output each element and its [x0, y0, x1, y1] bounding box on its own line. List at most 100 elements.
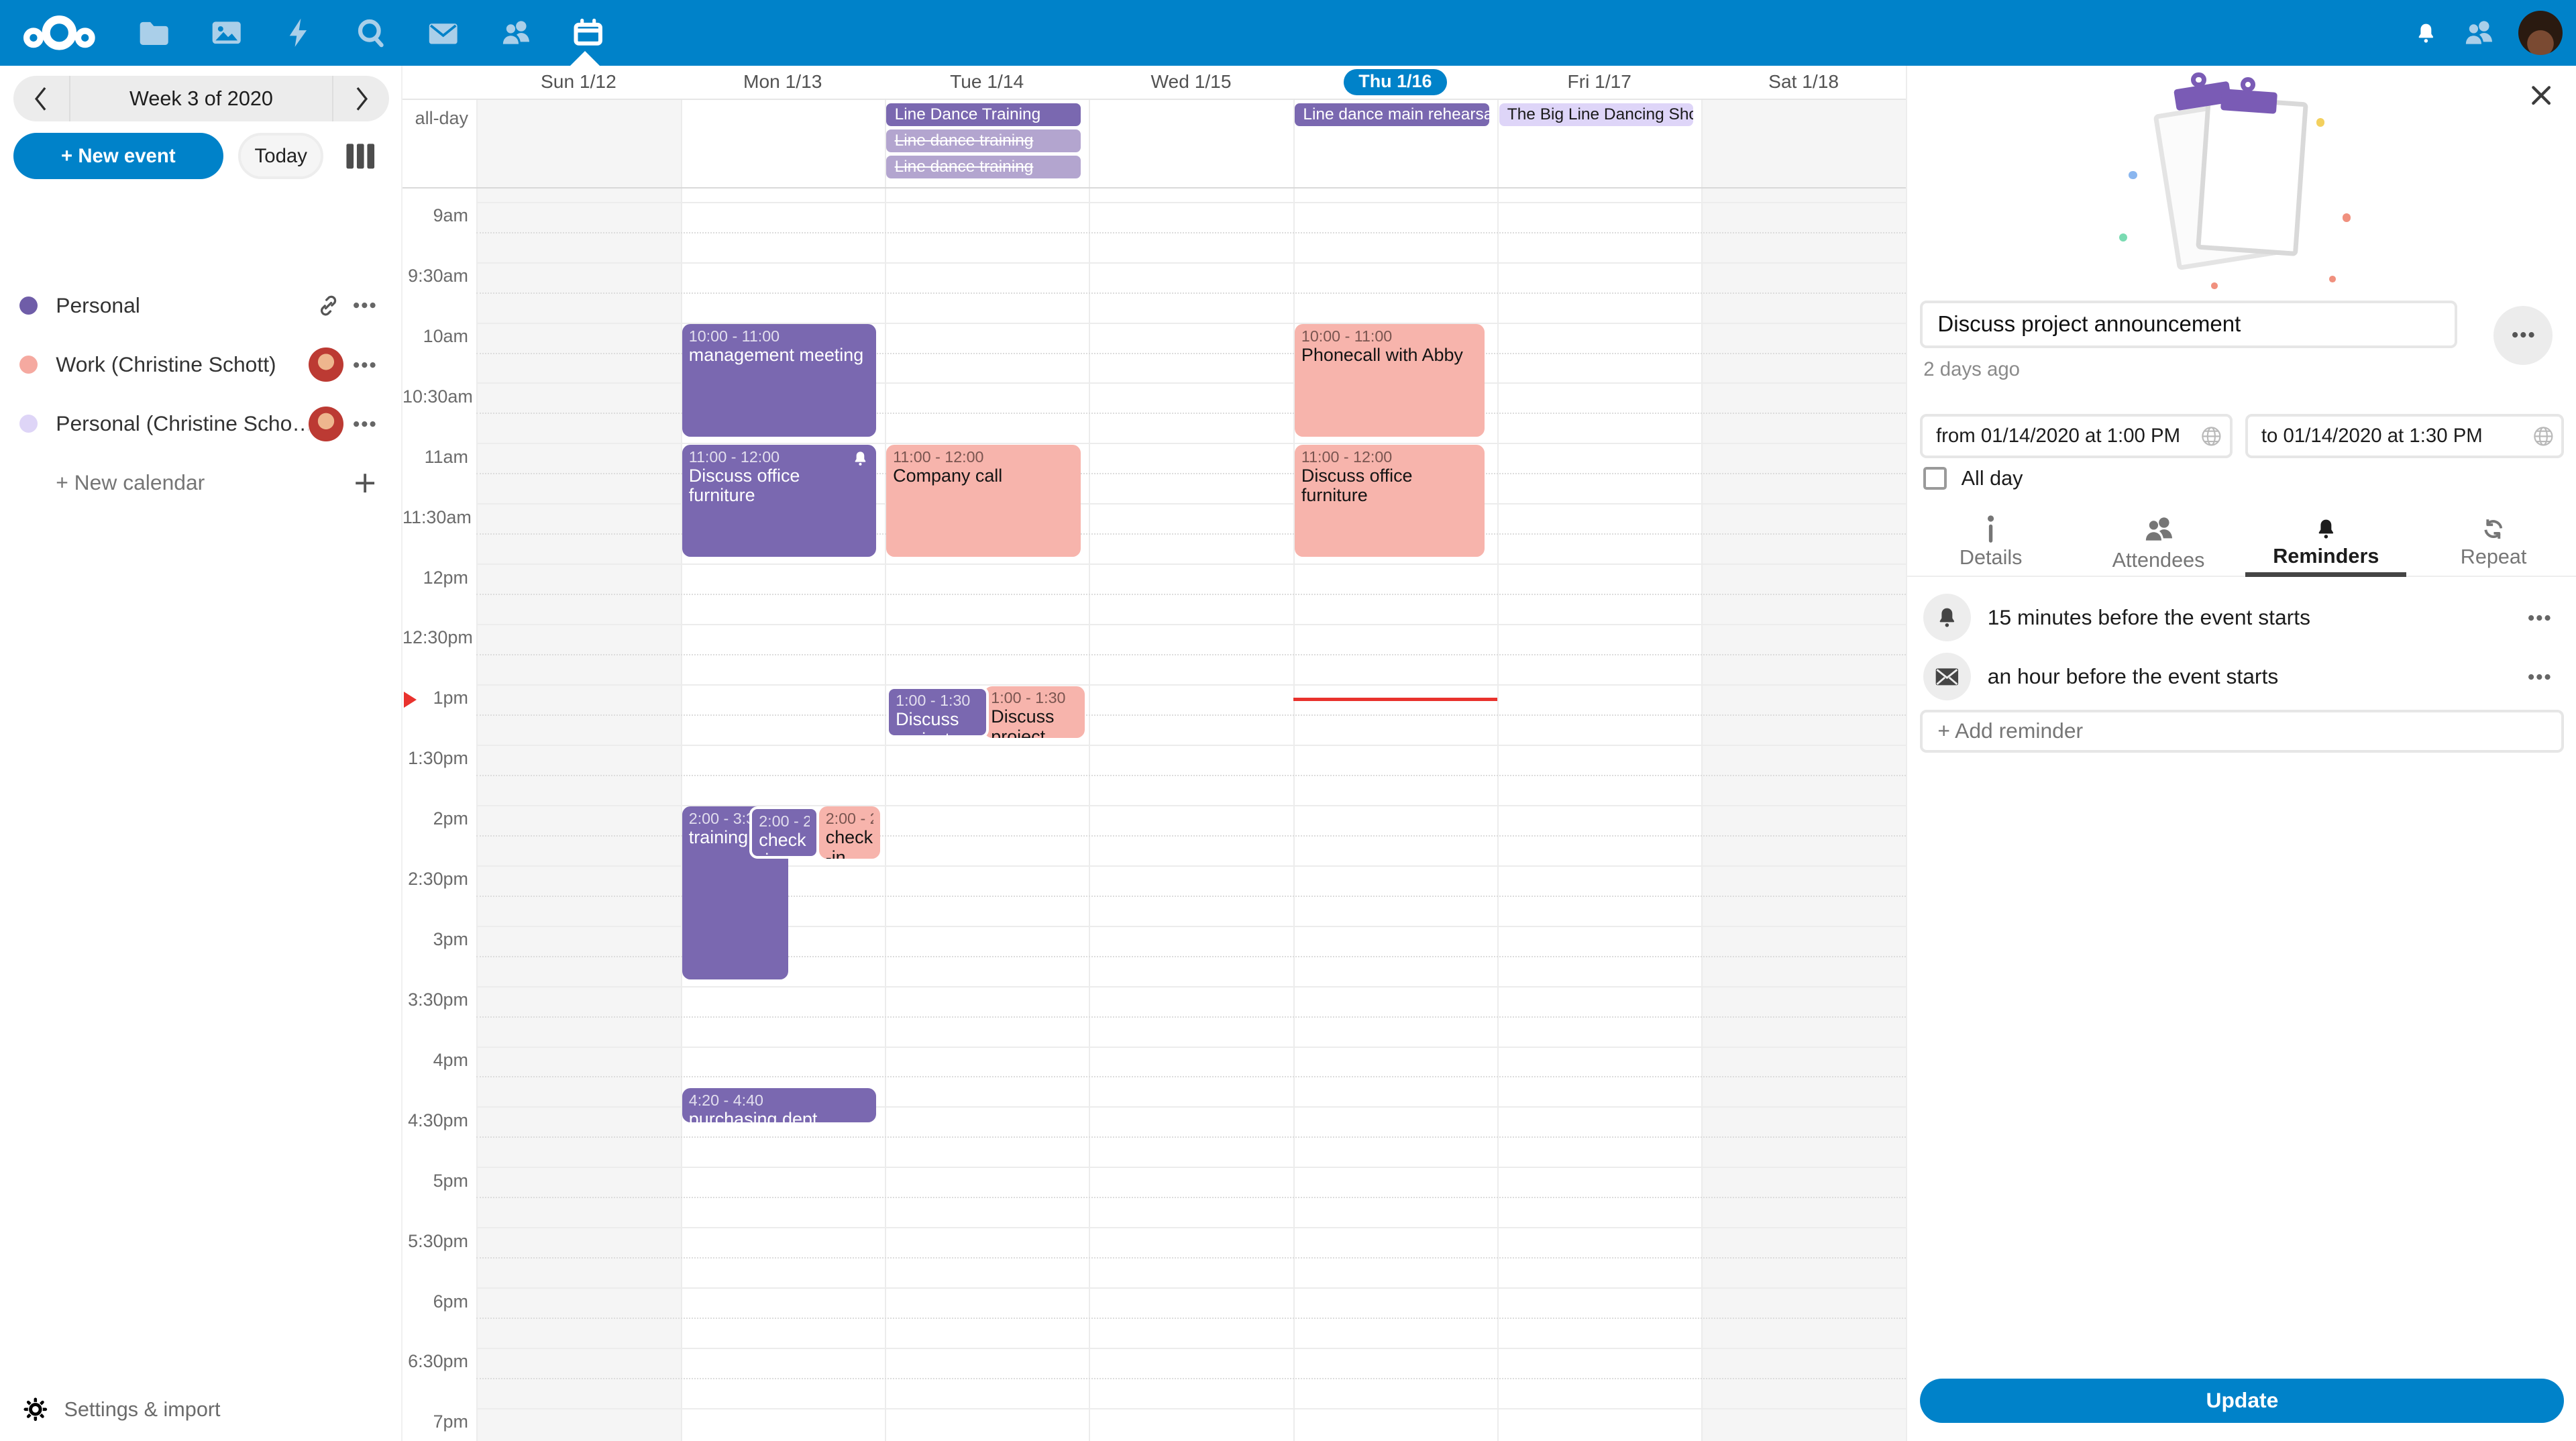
time-grid[interactable]: 9am 9:30am 10am 10:30am 11am 11:30am 12pm 12:30…: [402, 187, 1906, 1441]
event-time: 11:00 - 12:00: [893, 447, 984, 466]
calendar-list-item[interactable]: Personal (Christine Scho…: [0, 394, 402, 453]
half-hour-gridline: [476, 654, 1906, 655]
confetti-dot: [2342, 213, 2351, 222]
event[interactable]: 10:00 - 11:00 management meeting: [682, 324, 877, 437]
next-week-button[interactable]: [333, 76, 389, 122]
all-day-cell[interactable]: [476, 99, 681, 189]
plus-icon: [343, 472, 386, 494]
all-day-event[interactable]: Line dance main rehearsal: [1295, 103, 1489, 127]
event[interactable]: 11:00 - 12:00 Company call: [886, 444, 1081, 557]
share-link-icon[interactable]: [314, 292, 343, 319]
event[interactable]: 2:00 - 2:30check-in: [749, 806, 819, 859]
event[interactable]: 4:20 - 4:40 purchasing dept: [682, 1087, 877, 1123]
three-dot-icon[interactable]: [343, 361, 386, 369]
all-day-cell[interactable]: [1701, 99, 1906, 189]
three-dot-icon[interactable]: [2518, 614, 2561, 622]
hour-gridline: [476, 1046, 1906, 1048]
day-header-sat[interactable]: Sat 1/18: [1768, 71, 1839, 93]
event-actions-button[interactable]: [2493, 305, 2553, 365]
new-calendar-button[interactable]: + New calendar: [0, 453, 402, 513]
start-datetime-input[interactable]: [1923, 425, 2194, 448]
app-mail-icon[interactable]: [407, 0, 480, 66]
all-day-cell[interactable]: [1293, 99, 1497, 189]
event[interactable]: 2:00 - 3:30 training: [682, 806, 789, 979]
end-datetime-field: [2245, 414, 2565, 459]
notification-bell-icon[interactable]: [2414, 21, 2438, 46]
day-column[interactable]: [476, 189, 681, 1441]
day-header-wed[interactable]: Wed 1/15: [1150, 71, 1232, 93]
new-event-button[interactable]: + New event: [13, 133, 224, 179]
event-time: 4:20 - 4:40: [688, 1091, 763, 1109]
contacts-menu-icon[interactable]: [2461, 16, 2496, 49]
day-column[interactable]: [1089, 189, 1293, 1441]
calendar-list-item[interactable]: Personal: [0, 276, 402, 335]
event[interactable]: 2:00 - 2:30check-in: [818, 806, 881, 859]
add-reminder-field[interactable]: + Add reminder: [1920, 709, 2565, 753]
all-day-cell[interactable]: [1089, 99, 1293, 189]
event[interactable]: 1:00 - 1:30 Discuss project: [984, 686, 1085, 739]
tab-details[interactable]: Details: [1907, 509, 2075, 575]
update-button[interactable]: Update: [1920, 1378, 2565, 1423]
all-day-event[interactable]: Line dance training: [886, 129, 1081, 153]
all-day-cell[interactable]: [680, 99, 885, 189]
day-header-fri[interactable]: Fri 1/17: [1567, 71, 1631, 93]
day-header-tue[interactable]: Tue 1/14: [950, 71, 1024, 93]
app-files-icon[interactable]: [118, 0, 191, 66]
day-header-row: Sun 1/12 Mon 1/13 Tue 1/14 Wed 1/15 Thu 1/16…: [402, 66, 1906, 99]
day-header-mon[interactable]: Mon 1/13: [743, 71, 822, 93]
week-label[interactable]: Week 3 of 2020: [68, 75, 334, 122]
event[interactable]: 10:00 - 11:00 Phonecall with Abby: [1295, 324, 1485, 437]
timezone-globe-icon[interactable]: [2194, 424, 2230, 449]
half-hour-gridline: [476, 533, 1906, 535]
week-view-toggle-icon[interactable]: [345, 142, 376, 170]
three-dot-icon[interactable]: [343, 420, 386, 428]
event-title-input[interactable]: [1920, 301, 2458, 349]
user-avatar[interactable]: [2518, 10, 2563, 56]
app-calendar-icon[interactable]: [552, 0, 625, 66]
three-dot-icon[interactable]: [2518, 673, 2561, 681]
previous-week-button[interactable]: [13, 76, 69, 122]
all-day-label: all-day: [415, 108, 468, 129]
day-column[interactable]: [884, 189, 1089, 1441]
app-search-icon[interactable]: [335, 0, 408, 66]
app-photos-icon[interactable]: [191, 0, 263, 66]
end-datetime-input[interactable]: [2248, 425, 2526, 448]
calendar-list-item[interactable]: Work (Christine Schott): [0, 335, 402, 394]
day-column[interactable]: [680, 189, 885, 1441]
settings-and-import[interactable]: Settings & import: [0, 1385, 402, 1434]
timezone-globe-icon[interactable]: [2526, 424, 2562, 449]
event[interactable]: 11:00 - 12:00 Discuss office furniture: [682, 444, 877, 557]
all-day-event[interactable]: The Big Line Dancing Show: [1499, 103, 1694, 127]
clipboard-ring: [2240, 77, 2255, 93]
time-label: 11am: [424, 446, 468, 467]
tab-reminders[interactable]: Reminders: [2242, 509, 2410, 578]
event[interactable]: 11:00 - 12:00 Discuss office furniture: [1295, 444, 1485, 557]
close-icon[interactable]: [2530, 84, 2553, 107]
half-hour-gridline: [476, 714, 1906, 716]
day-column[interactable]: [1701, 189, 1906, 1441]
day-header-thu[interactable]: Thu 1/16: [1293, 66, 1497, 99]
all-day-event[interactable]: Line Dance Training: [886, 103, 1081, 127]
day-column[interactable]: [1293, 189, 1497, 1441]
all-day-event[interactable]: Line dance training: [886, 156, 1081, 179]
tab-attendees[interactable]: Attendees: [2075, 509, 2243, 575]
half-hour-gridline: [476, 1076, 1906, 1078]
all-day-cell[interactable]: [884, 99, 1089, 189]
calendar-color-dot: [19, 415, 38, 433]
all-day-checkbox[interactable]: [1923, 466, 1947, 490]
all-day-cell[interactable]: [1497, 99, 1701, 189]
app-activity-icon[interactable]: [263, 0, 335, 66]
today-button[interactable]: Today: [238, 133, 324, 179]
day-column[interactable]: [1497, 189, 1701, 1441]
day-header-sun[interactable]: Sun 1/12: [541, 71, 616, 93]
three-dot-icon[interactable]: [343, 301, 386, 309]
half-hour-gridline: [476, 594, 1906, 595]
half-hour-gridline: [476, 292, 1906, 294]
half-hour-gridline: [476, 1318, 1906, 1319]
time-label: 3pm: [433, 929, 468, 950]
tab-repeat[interactable]: Repeat: [2410, 509, 2576, 575]
app-nextcloud-logo-icon[interactable]: [0, 11, 118, 54]
app-contacts-icon[interactable]: [480, 0, 552, 66]
